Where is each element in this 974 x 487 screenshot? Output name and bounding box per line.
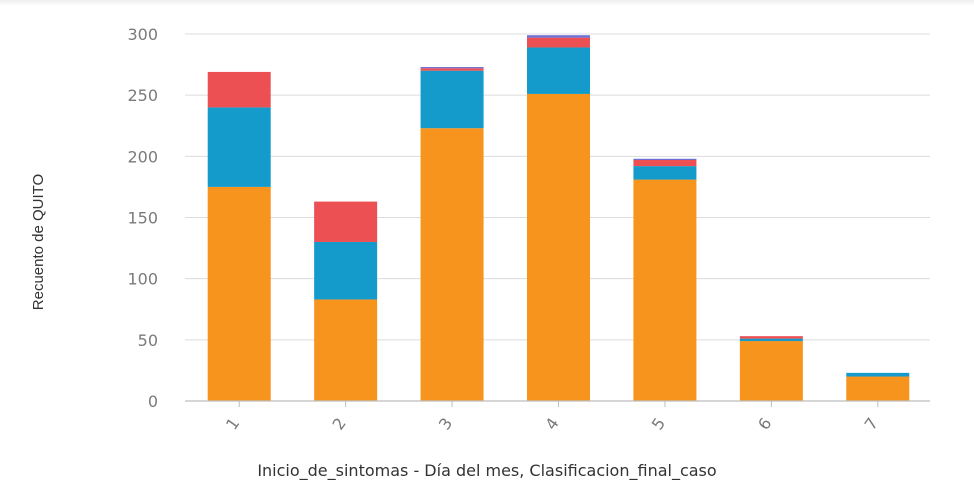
bar-segment: [527, 93, 590, 402]
bars: [207, 35, 910, 402]
bar-segment: [314, 201, 378, 242]
bar-segment: [527, 47, 590, 94]
bar-segment: [633, 166, 697, 180]
x-tick-label: 3: [435, 414, 456, 433]
bar-segment: [739, 341, 803, 401]
bar-segment: [846, 372, 910, 377]
bar-segment: [846, 376, 910, 401]
bar-segment: [739, 338, 803, 342]
y-axis-title: Recuento de QUITO: [30, 174, 47, 310]
bar-segment: [527, 37, 590, 48]
x-axis-title: Inicio_de_sintomas - Día del mes, Clasif…: [257, 461, 716, 481]
bar-segment: [527, 35, 590, 38]
bar-segment: [207, 107, 271, 187]
bar-segment: [314, 299, 378, 401]
bar-segment: [420, 70, 484, 129]
x-tick-label: 6: [754, 414, 775, 433]
y-axis-ticks: 0 50 100 150 200 250 300: [127, 25, 158, 411]
bar-segment: [633, 160, 697, 167]
y-tick-label: 250: [127, 86, 158, 105]
bar-segment: [207, 71, 271, 108]
x-tick-label: 2: [328, 414, 349, 433]
bar-segment: [633, 158, 697, 161]
bar-segment: [739, 336, 803, 339]
bar-segment: [420, 68, 484, 71]
y-tick-label: 100: [127, 270, 158, 289]
x-axis-ticks: 1 2 3 4 5 6 7: [222, 401, 882, 433]
y-tick-label: 50: [138, 331, 158, 350]
y-tick-label: 300: [127, 25, 158, 44]
y-tick-label: 150: [127, 209, 158, 228]
x-tick-label: 7: [861, 414, 882, 433]
bar-segment: [314, 241, 378, 300]
x-tick-label: 5: [648, 414, 669, 433]
x-tick-label: 4: [541, 414, 562, 433]
top-divider: [0, 0, 974, 6]
gridlines: [185, 33, 930, 341]
bar-segment: [420, 128, 484, 402]
bar-segment: [633, 179, 697, 401]
bar-segment: [420, 67, 484, 69]
y-tick-label: 0: [148, 392, 158, 411]
bar-segment: [207, 186, 271, 401]
y-tick-label: 200: [127, 147, 158, 166]
x-tick-label: 1: [222, 414, 243, 433]
